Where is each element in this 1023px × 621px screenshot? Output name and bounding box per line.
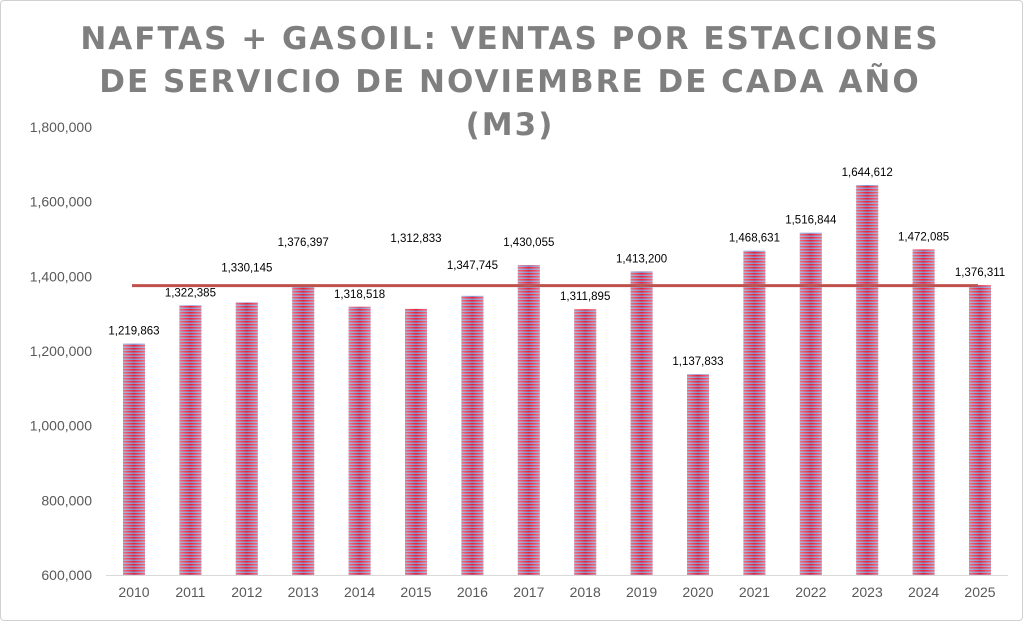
y-tick-label: 1,800,000 <box>30 119 92 135</box>
data-label: 1,472,085 <box>898 231 949 243</box>
data-label: 1,311,895 <box>560 291 610 303</box>
title-line-2: DE SERVICIO DE NOVIEMBRE DE CADA AÑO <box>99 64 921 100</box>
data-label: 1,376,397 <box>278 237 329 249</box>
x-tick-label: 2019 <box>626 584 657 600</box>
data-label: 1,413,200 <box>616 253 667 265</box>
bar-shade-2020 <box>687 374 709 575</box>
x-tick-label: 2011 <box>175 584 205 600</box>
title-line-1: NAFTAS + GASOIL: VENTAS POR ESTACIONES <box>80 21 940 57</box>
x-tick-label: 2025 <box>964 584 995 600</box>
x-tick-label: 2016 <box>457 584 488 600</box>
bar-shade-2019 <box>630 271 653 575</box>
data-label: 1,430,055 <box>503 237 554 249</box>
y-tick-label: 1,400,000 <box>30 268 92 284</box>
data-label: 1,318,518 <box>334 289 385 301</box>
x-tick-label: 2020 <box>682 584 713 600</box>
bar-shade-2024 <box>912 249 935 575</box>
x-tick-label: 2018 <box>570 584 601 600</box>
bar-shade-2012 <box>235 302 258 575</box>
x-tick-label: 2022 <box>795 584 826 600</box>
x-tick-label: 2023 <box>852 584 883 600</box>
bar-shade-2017 <box>517 265 540 575</box>
x-tick-label: 2017 <box>513 584 544 600</box>
bar-shade-2023 <box>856 185 879 575</box>
x-tick-label: 2015 <box>400 584 431 600</box>
bar-shade-2025 <box>969 285 991 575</box>
y-tick-label: 1,200,000 <box>30 343 92 359</box>
title-line-3: (M3) <box>465 107 555 143</box>
y-tick-label: 800,000 <box>41 492 92 508</box>
bar-shade-2021 <box>743 250 766 575</box>
x-tick-label: 2024 <box>908 584 939 600</box>
x-tick-label: 2010 <box>118 584 149 600</box>
data-label: 1,516,844 <box>785 215 837 227</box>
y-tick-label: 1,600,000 <box>30 194 92 210</box>
bar-shade-2013 <box>292 285 315 575</box>
bar-shade-2014 <box>348 306 371 575</box>
bar-shade-2016 <box>461 295 484 575</box>
data-label: 1,219,863 <box>108 326 159 338</box>
y-tick-label: 1,000,000 <box>30 418 92 434</box>
chart-title: NAFTAS + GASOIL: VENTAS POR ESTACIONES D… <box>80 18 940 147</box>
bar-shade-2011 <box>179 305 202 575</box>
data-label: 1,322,385 <box>165 287 216 299</box>
x-tick-label: 2014 <box>344 584 375 600</box>
y-tick-label: 600,000 <box>41 567 92 583</box>
data-label: 1,644,612 <box>842 167 893 179</box>
data-label: 1,468,631 <box>729 233 780 245</box>
bar-shade-2022 <box>799 232 822 575</box>
bar-shade-2015 <box>405 308 427 575</box>
bar-shade-2010 <box>123 343 145 575</box>
bar-shade-2018 <box>574 309 597 575</box>
x-tick-label: 2013 <box>288 584 319 600</box>
data-label: 1,137,833 <box>672 356 723 368</box>
x-tick-label: 2012 <box>231 584 262 600</box>
data-label: 1,347,745 <box>447 260 498 272</box>
x-tick-label: 2021 <box>739 584 770 600</box>
data-label: 1,312,833 <box>390 233 441 245</box>
data-label: 1,330,145 <box>221 262 272 274</box>
data-label: 1,376,311 <box>955 267 1005 279</box>
